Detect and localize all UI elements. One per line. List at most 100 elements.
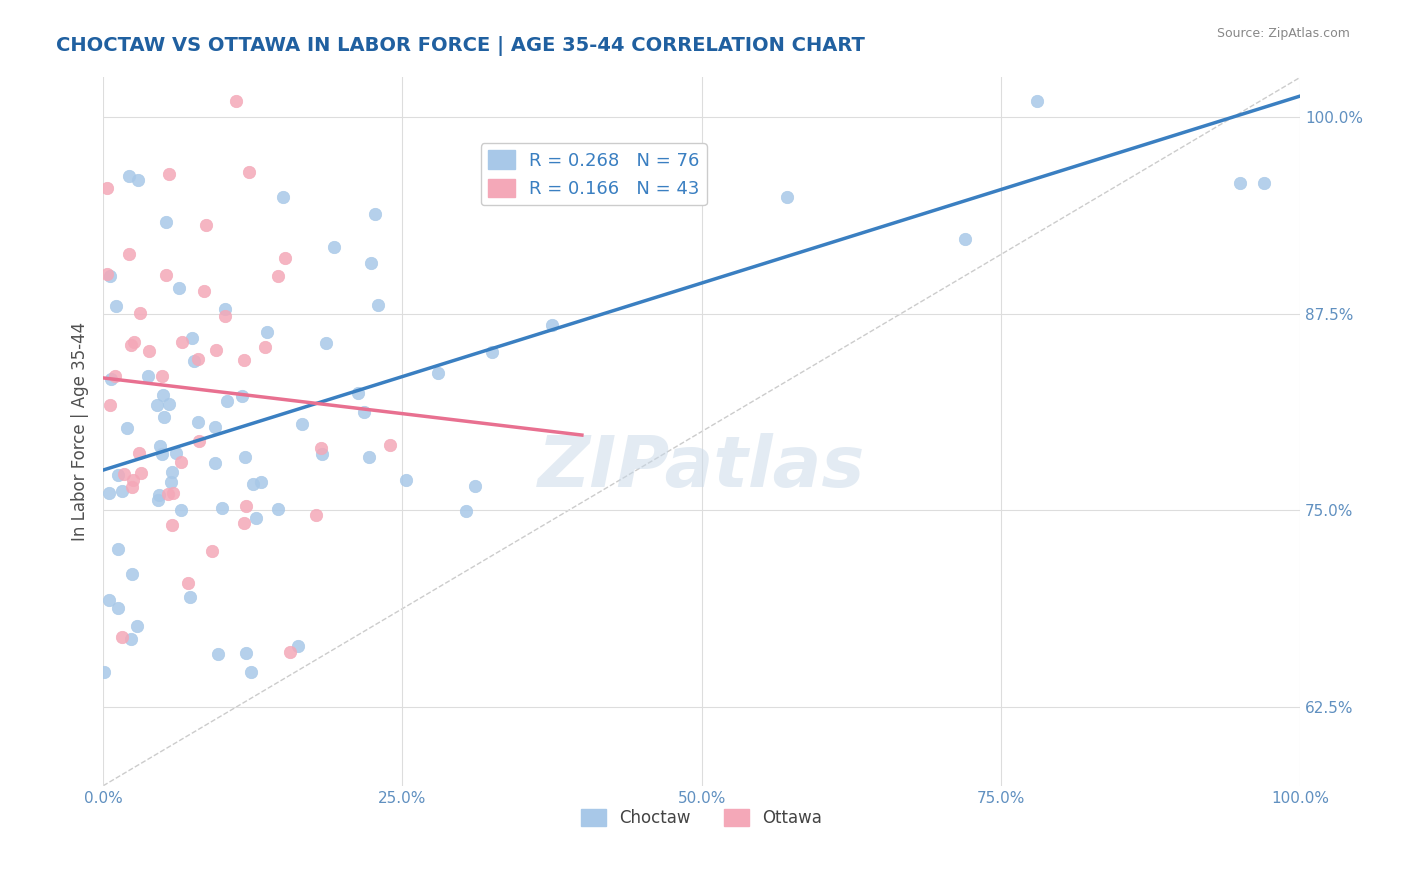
Point [121,567,143,582]
Point [150,447,173,461]
Point [254,340,277,354]
Point [238,165,260,179]
Point [569,153,592,167]
Point [104,368,127,383]
Point [775,190,797,204]
Point [231,389,253,403]
Point [346,385,368,400]
Point [149,439,172,453]
Point [235,499,257,513]
Point [93,665,115,680]
Point [131,466,153,480]
Point [204,343,226,357]
Point [98,592,121,607]
Point [138,343,160,358]
Point [464,478,486,492]
Point [427,366,450,380]
Point [271,189,294,203]
Point [239,665,262,679]
Point [274,251,297,265]
Point [353,405,375,419]
Point [187,415,209,429]
Point [364,207,387,221]
Point [266,502,288,516]
Point [211,501,233,516]
Point [186,352,208,367]
Point [100,372,122,386]
Point [136,368,159,383]
Point [105,299,128,313]
Point [172,335,194,350]
Point [378,438,401,452]
Point [127,173,149,187]
Point [155,268,177,282]
Point [152,388,174,402]
Point [278,645,301,659]
Point [146,492,169,507]
Point [111,483,134,498]
Point [177,576,200,591]
Point [481,345,503,359]
Point [167,281,190,295]
Point [153,410,176,425]
Point [225,94,247,108]
Point [233,353,256,368]
Point [98,269,121,284]
Point [120,632,142,647]
Point [242,476,264,491]
Point [249,475,271,489]
Point [359,450,381,465]
Point [159,475,181,490]
Point [165,446,187,460]
Point [311,447,333,461]
Point [162,486,184,500]
Point [170,455,193,469]
Text: ZIPatlas: ZIPatlas [538,433,865,501]
Legend: Choctaw, Ottawa: Choctaw, Ottawa [574,803,830,834]
Point [183,353,205,368]
Point [558,176,581,190]
Point [235,646,257,660]
Point [98,485,121,500]
Point [315,335,337,350]
Point [120,338,142,352]
Point [160,518,183,533]
Point [204,456,226,470]
Point [953,232,976,246]
Point [367,298,389,312]
Point [157,397,180,411]
Point [323,240,346,254]
Point [1025,94,1047,108]
Point [96,267,118,281]
Text: Source: ZipAtlas.com: Source: ZipAtlas.com [1216,27,1350,40]
Point [128,306,150,320]
Point [291,417,314,431]
Point [157,167,180,181]
Point [170,503,193,517]
Point [107,542,129,557]
Point [128,446,150,460]
Point [121,480,143,494]
Point [160,465,183,479]
Y-axis label: In Labor Force | Age 35-44: In Labor Force | Age 35-44 [72,322,89,541]
Point [204,420,226,434]
Point [111,630,134,644]
Point [201,543,224,558]
Point [1253,176,1275,190]
Point [1229,176,1251,190]
Point [122,335,145,350]
Point [360,256,382,270]
Point [150,369,173,384]
Point [155,215,177,229]
Point [305,508,328,522]
Point [187,434,209,448]
Point [127,618,149,632]
Point [107,467,129,482]
Point [233,450,256,464]
Point [256,325,278,339]
Point [214,309,236,323]
Point [180,331,202,345]
Point [115,421,138,435]
Point [311,441,333,455]
Point [534,176,557,190]
